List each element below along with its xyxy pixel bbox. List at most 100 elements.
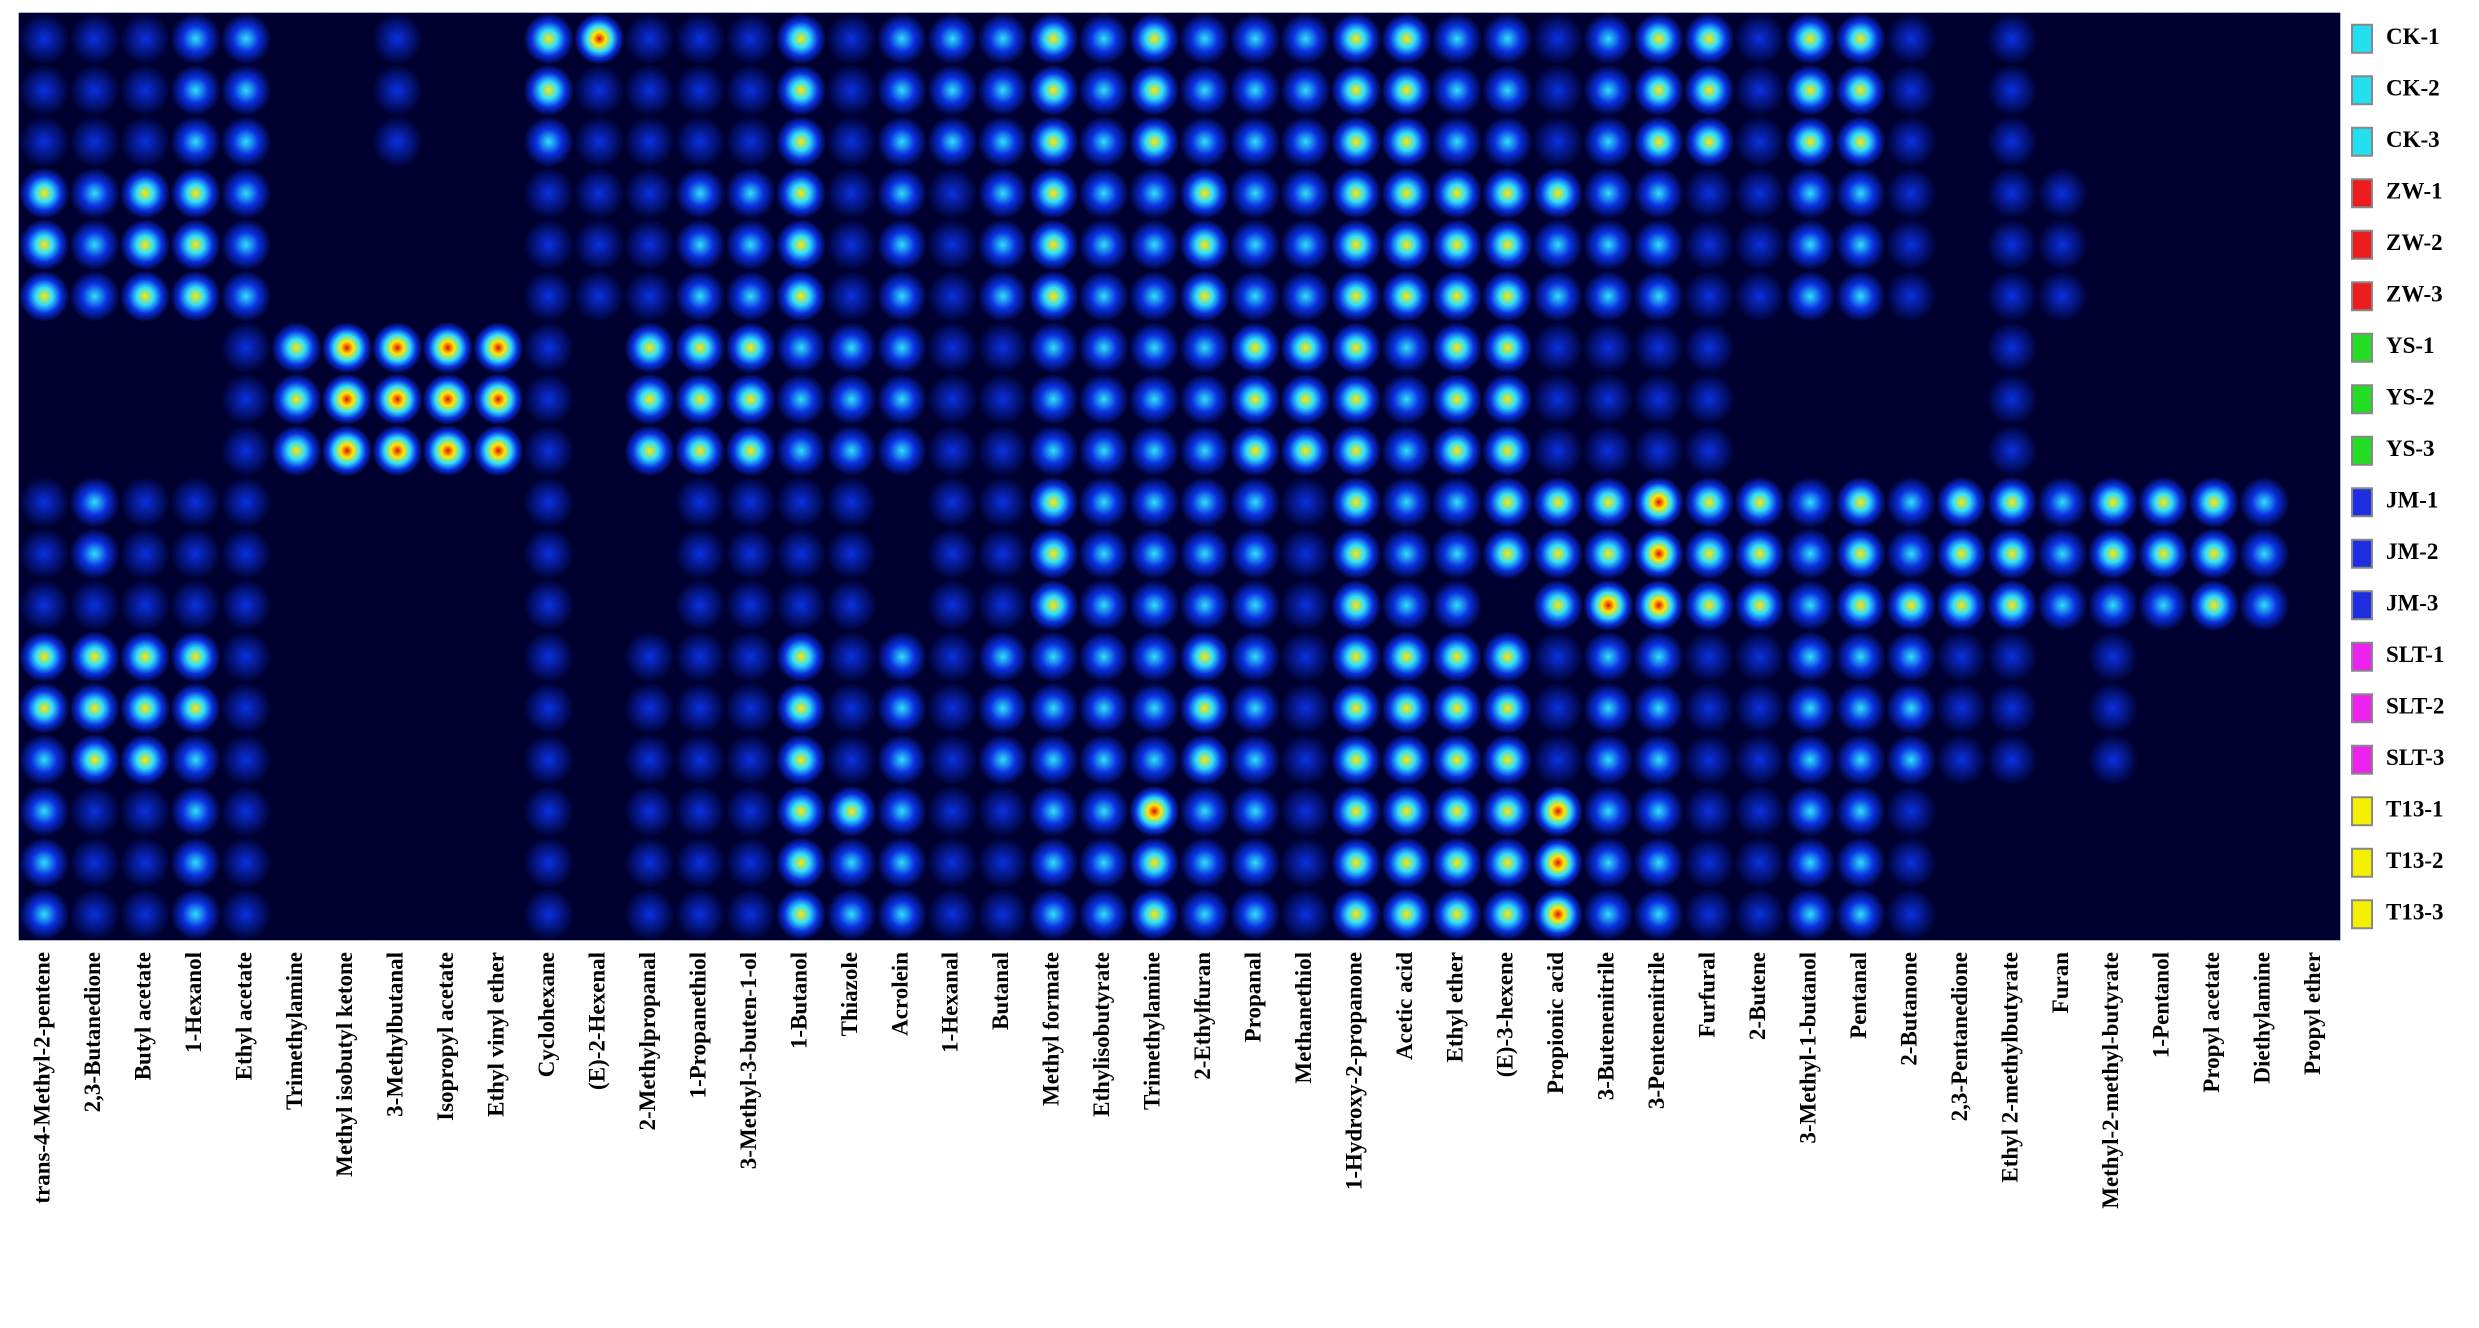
heatmap-cell: [1381, 836, 1433, 889]
heatmap-cell: [2238, 476, 2290, 529]
heatmap-cell: [977, 373, 1029, 426]
heatmap-cell: [1280, 12, 1332, 65]
heatmap-cell: [1481, 321, 1533, 374]
heatmap-cell: [624, 476, 676, 529]
heatmap-cell: [2238, 373, 2290, 426]
heatmap-cell: [69, 630, 121, 683]
heatmap-cell: [977, 218, 1029, 271]
heatmap-cell: [119, 321, 171, 374]
heatmap-cell: [1582, 888, 1634, 941]
heatmap-cell: [1784, 270, 1836, 323]
heatmap-cell: [1986, 373, 2038, 426]
x-tick-label: Trimethylamine: [282, 952, 307, 1110]
heatmap-cell: [1885, 630, 1937, 683]
heatmap-cell: [69, 785, 121, 838]
heatmap-cell: [1936, 12, 1988, 65]
heatmap-cell: [1381, 527, 1433, 580]
heatmap-cell: [422, 64, 474, 117]
heatmap-cell: [977, 270, 1029, 323]
heatmap-cell: [2289, 321, 2341, 374]
heatmap-cell: [270, 64, 323, 117]
x-tick-label: 2-Methylpropanal: [635, 952, 660, 1130]
heatmap-cell: [1633, 424, 1685, 477]
heatmap-cell: [1330, 270, 1382, 323]
x-tick-label: Acrolein: [887, 952, 912, 1036]
heatmap-cell: [371, 64, 423, 117]
heatmap-cell: [472, 373, 524, 426]
x-tick-label: 3-Butenenitrile: [1594, 952, 1619, 1100]
heatmap-cell: [1734, 373, 1786, 426]
heatmap-cell: [2289, 527, 2341, 580]
heatmap-cell: [2137, 64, 2189, 117]
heatmap-cell: [321, 167, 373, 220]
heatmap-cell: [775, 836, 827, 889]
heatmap-cell: [1128, 579, 1180, 632]
heatmap-cell: [2087, 836, 2139, 889]
heatmap-cell: [977, 836, 1029, 889]
heatmap-cell: [2238, 733, 2290, 786]
heatmap-cell: [18, 373, 70, 426]
heatmap-cell: [1683, 630, 1735, 683]
heatmap-cell: [1784, 424, 1836, 477]
heatmap-cell: [1229, 64, 1281, 117]
heatmap-cell: [2188, 630, 2240, 683]
heatmap-cell: [422, 115, 474, 168]
heatmap-cell: [1431, 115, 1483, 168]
heatmap-cell: [1885, 527, 1937, 580]
heatmap-cell: [1936, 682, 1988, 735]
heatmap-cell: [775, 579, 827, 632]
heatmap-cell: [725, 836, 777, 889]
heatmap-cell: [2188, 115, 2240, 168]
legend-label: SLT-3: [2386, 745, 2444, 770]
heatmap-cell: [1784, 630, 1836, 683]
heatmap-cell: [573, 733, 625, 786]
legend-swatch: [2351, 641, 2373, 672]
heatmap-cell: [170, 527, 222, 580]
heatmap-cell: [1683, 167, 1735, 220]
heatmap-cell: [1330, 218, 1382, 271]
heatmap-cell: [1481, 527, 1533, 580]
heatmap-cell: [69, 167, 121, 220]
heatmap-cell: [725, 476, 777, 529]
heatmap-cell: [1835, 373, 1887, 426]
x-tick-label: 1-Pentanol: [2149, 952, 2174, 1058]
heatmap-cell: [1936, 836, 1988, 889]
heatmap-cell: [1229, 630, 1281, 683]
heatmap-cell: [321, 836, 373, 889]
legend-swatch: [2351, 75, 2373, 106]
heatmap-cell: [573, 630, 625, 683]
heatmap-cell: [926, 270, 978, 323]
heatmap-cell: [725, 64, 777, 117]
heatmap-cell: [1481, 733, 1533, 786]
heatmap-cell: [775, 733, 827, 786]
heatmap-cell: [523, 321, 575, 374]
heatmap-cell: [170, 836, 222, 889]
heatmap-cell: [119, 888, 171, 941]
legend-label: SLT-2: [2386, 694, 2444, 719]
heatmap-cell: [422, 733, 474, 786]
heatmap-cell: [321, 115, 373, 168]
heatmap-cell: [220, 785, 272, 838]
heatmap-cell: [624, 682, 676, 735]
heatmap-cell: [1683, 115, 1735, 168]
x-tick-label: 3-Methyl-3-buten-1-ol: [736, 952, 761, 1169]
heatmap-cell: [1381, 64, 1433, 117]
heatmap-cell: [1078, 64, 1130, 117]
heatmap-cell: [2087, 218, 2139, 271]
heatmap-cell: [119, 476, 171, 529]
heatmap-cell: [1582, 682, 1634, 735]
heatmap-cell: [775, 321, 827, 374]
heatmap-cell: [1532, 218, 1584, 271]
heatmap-cell: [1027, 785, 1079, 838]
heatmap-cell: [775, 527, 827, 580]
heatmap-cell: [2087, 527, 2139, 580]
x-tick-label: 3-Methylbutanal: [383, 952, 408, 1117]
heatmap-cell: [1633, 836, 1685, 889]
heatmap-cell: [1481, 12, 1533, 65]
x-tick-label: Butyl acetate: [130, 952, 155, 1080]
heatmap-cell: [1582, 270, 1634, 323]
heatmap-cell: [725, 218, 777, 271]
heatmap-cell: [119, 270, 171, 323]
x-tick-label: 1-Butanol: [786, 952, 811, 1049]
heatmap-cell: [472, 218, 524, 271]
